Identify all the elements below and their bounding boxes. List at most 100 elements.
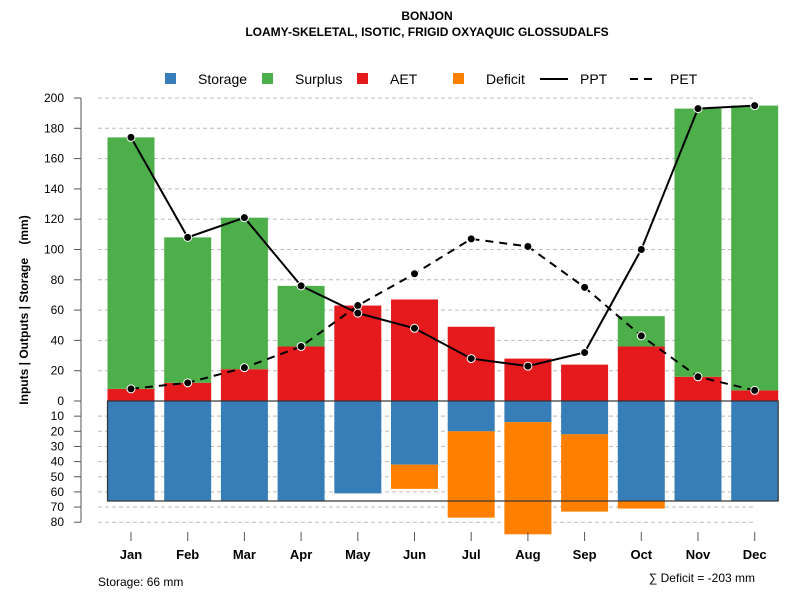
legend-label-surplus: Surplus	[295, 71, 342, 87]
y-tick-label: 70	[51, 500, 65, 514]
ppt-point	[183, 232, 193, 242]
x-tick-label: Jun	[403, 547, 426, 562]
ppt-point	[410, 323, 419, 333]
y-tick-label: 160	[44, 152, 64, 166]
storage-bar	[617, 401, 665, 501]
pet-line	[130, 237, 755, 392]
y-tick-label: 60	[51, 485, 65, 499]
x-tick-label: Feb	[176, 547, 199, 562]
y-tick-label: 60	[51, 303, 65, 317]
y-tick-label: 50	[51, 470, 65, 484]
deficit-bar	[561, 434, 609, 512]
storage-bar	[731, 401, 779, 501]
x-tick-label: Mar	[233, 547, 256, 562]
chart-title: BONJON	[401, 9, 452, 23]
pet-point	[183, 378, 193, 388]
surplus-bar	[674, 108, 722, 377]
deficit-bar	[391, 464, 438, 489]
y-tick-label: 100	[44, 243, 64, 257]
pet-point	[750, 385, 760, 395]
pet-point	[296, 341, 306, 351]
y-tick-label: 200	[44, 91, 64, 105]
aet-bar	[107, 388, 155, 401]
ppt-point	[750, 101, 760, 111]
legend-label-ppt: PPT	[580, 71, 608, 87]
ppt-point	[353, 308, 363, 318]
pet-point	[523, 241, 533, 251]
x-tick-label: May	[345, 547, 371, 562]
x-tick-label: Jul	[462, 547, 481, 562]
y-tick-label: 120	[44, 212, 64, 226]
storage-note: Storage: 66 mm	[98, 575, 183, 589]
legend-label-pet: PET	[670, 71, 698, 87]
legend-swatch-aet	[357, 73, 368, 84]
storage-bar	[164, 401, 212, 501]
legend-swatch-storage	[165, 73, 176, 84]
legend-label-storage: Storage	[198, 71, 247, 87]
pet-point	[239, 363, 249, 373]
y-tick-label: 40	[51, 333, 65, 347]
ppt-point	[296, 281, 306, 291]
y-tick-label: 80	[51, 273, 65, 287]
ppt-point	[239, 213, 249, 223]
storage-bar	[674, 401, 722, 501]
pet-point	[693, 372, 703, 382]
surplus-bar	[277, 285, 325, 347]
y-tick-label: 40	[51, 455, 65, 469]
pet-point	[466, 234, 476, 244]
ppt-point	[523, 361, 533, 371]
ppt-point	[126, 132, 136, 142]
storage-bar	[391, 401, 438, 465]
aet-bar	[447, 326, 495, 401]
storage-bar	[334, 401, 382, 494]
storage-bar	[504, 401, 552, 423]
x-tick-label: Nov	[686, 547, 711, 562]
x-tick-label: Oct	[630, 547, 652, 562]
surplus-bar	[617, 316, 665, 347]
x-tick-label: Sep	[573, 547, 597, 562]
y-tick-label: 180	[44, 121, 64, 135]
legend-label-deficit: Deficit	[486, 71, 525, 87]
storage-bar	[447, 401, 495, 432]
surplus-bar	[107, 137, 155, 389]
pet-point	[636, 331, 646, 341]
storage-bar	[107, 401, 155, 501]
aet-bar	[617, 346, 665, 401]
deficit-bar	[617, 500, 665, 509]
storage-bar	[277, 401, 325, 501]
legend-label-aet: AET	[390, 71, 418, 87]
surplus-bar	[164, 237, 212, 383]
aet-bar	[277, 346, 325, 401]
legend-swatch-surplus	[262, 73, 273, 84]
ppt-point	[636, 245, 646, 254]
deficit-note: ∑ Deficit = -203 mm	[649, 571, 755, 585]
x-tick-label: Apr	[290, 547, 312, 562]
pet-point	[410, 269, 419, 279]
x-tick-label: Aug	[515, 547, 540, 562]
pet-point	[353, 301, 363, 311]
deficit-bar	[504, 422, 552, 535]
surplus-bar	[220, 217, 268, 370]
surplus-bar	[731, 105, 779, 391]
aet-bar	[391, 299, 438, 401]
storage-bar	[561, 401, 609, 435]
aet-bar	[164, 382, 212, 401]
y-tick-label: 20	[51, 364, 65, 378]
aet-bar	[334, 305, 382, 401]
storage-capacity-box	[106, 400, 779, 502]
aet-bar	[561, 364, 609, 401]
storage-bar	[220, 401, 268, 501]
pet-point	[126, 384, 136, 394]
ppt-point	[693, 104, 703, 114]
y-tick-label: 140	[44, 182, 64, 196]
aet-bar	[731, 390, 779, 401]
x-tick-label: Dec	[743, 547, 767, 562]
y-axis-label: Inputs | Outputs | Storage (mm)	[17, 215, 31, 404]
y-tick-label: 10	[51, 409, 65, 423]
ppt-point	[580, 348, 590, 358]
pet-point	[580, 282, 590, 292]
legend-swatch-deficit	[453, 73, 464, 84]
x-tick-label: Jan	[120, 547, 142, 562]
ppt-line	[130, 104, 755, 368]
